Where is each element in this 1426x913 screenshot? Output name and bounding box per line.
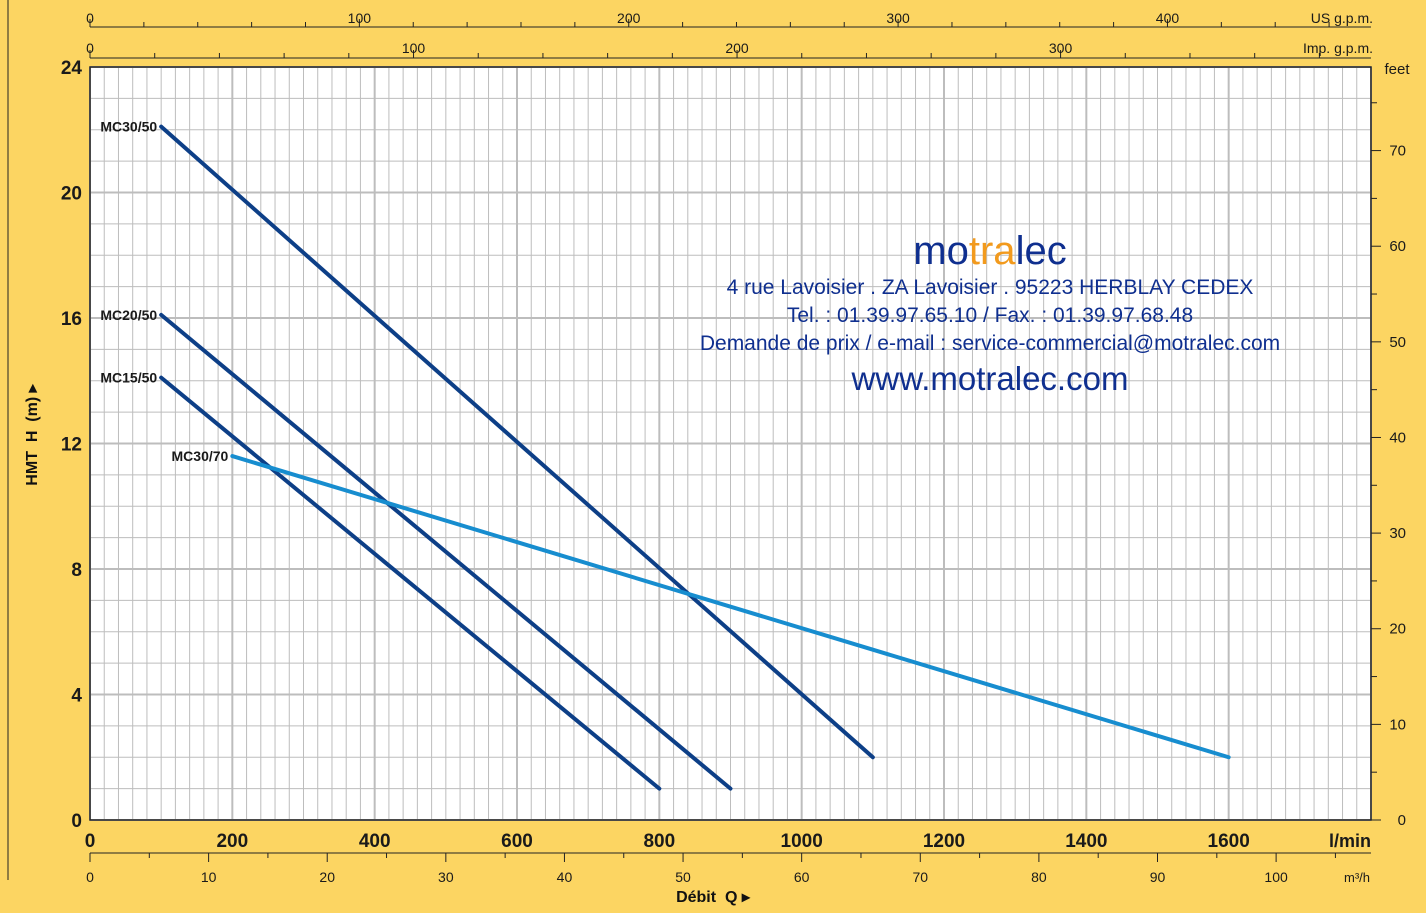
y-axis-title: HMT H (m) ▸ <box>24 384 41 486</box>
x-tick-label: 600 <box>501 831 533 852</box>
y-tick-label: 4 <box>71 686 82 707</box>
m3h-tick-label: 40 <box>557 869 573 885</box>
y-tick-label: 0 <box>71 811 82 832</box>
x-tick-label: 1400 <box>1065 831 1107 852</box>
us-gpm-tick-label: 0 <box>86 10 94 26</box>
x-tick-label: 800 <box>643 831 675 852</box>
m3h-tick-label: 60 <box>794 869 810 885</box>
m3h-tick-label: 50 <box>675 869 691 885</box>
m3h-tick-label: 80 <box>1031 869 1047 885</box>
feet-tick-label: 60 <box>1389 238 1406 255</box>
us-gpm-tick-label: 400 <box>1156 10 1180 26</box>
brand-email: Demande de prix / e-mail : service-comme… <box>699 332 1281 355</box>
m3h-tick-label: 100 <box>1264 869 1288 885</box>
m3h-tick-label: 30 <box>438 869 454 885</box>
m3h-tick-label: 10 <box>201 869 217 885</box>
imp-gpm-tick-label: 200 <box>725 40 749 56</box>
imp-gpm-tick-label: 100 <box>402 40 426 56</box>
feet-tick-label: 20 <box>1389 621 1406 638</box>
feet-tick-label: 70 <box>1389 143 1406 160</box>
x-tick-label: 1600 <box>1208 831 1250 852</box>
imp-gpm-unit-label: Imp. g.p.m. <box>1303 40 1373 56</box>
feet-unit-label: feet <box>1384 61 1410 78</box>
us-gpm-tick-label: 200 <box>617 10 641 26</box>
x-tick-label: 1200 <box>923 831 965 852</box>
imp-gpm-tick-label: 300 <box>1049 40 1073 56</box>
x-tick-label: 400 <box>359 831 391 852</box>
series-line <box>159 375 662 791</box>
feet-tick-label: 0 <box>1398 812 1406 829</box>
feet-tick-label: 50 <box>1389 334 1406 351</box>
series-label: MC20/50 <box>100 307 157 323</box>
series-line <box>159 124 875 760</box>
series-label: MC30/70 <box>172 448 229 464</box>
brand-address: 4 rue Lavoisier . ZA Lavoisier . 95223 H… <box>726 276 1254 299</box>
y-tick-label: 20 <box>61 184 82 205</box>
series-label: MC30/50 <box>100 119 157 135</box>
us-gpm-tick-label: 300 <box>886 10 910 26</box>
x-axis-title: Débit Q ▸ <box>676 889 750 906</box>
m3h-tick-label: 70 <box>912 869 928 885</box>
series-label: MC15/50 <box>100 370 157 386</box>
x-unit-label: l/min <box>1329 831 1371 851</box>
m3h-tick-label: 0 <box>86 869 94 885</box>
m3h-tick-label: 20 <box>319 869 335 885</box>
m3h-tick-label: 90 <box>1150 869 1166 885</box>
brand-phone: Tel. : 01.39.97.65.10 / Fax. : 01.39.97.… <box>786 304 1194 327</box>
plot-border <box>89 66 1372 821</box>
feet-tick-label: 10 <box>1389 716 1406 733</box>
y-tick-label: 8 <box>71 560 82 581</box>
x-tick-label: 1000 <box>781 831 823 852</box>
feet-tick-label: 30 <box>1389 525 1406 542</box>
series-line <box>159 312 733 791</box>
brand-logo: motralec <box>913 229 1067 273</box>
imp-gpm-tick-label: 0 <box>86 40 94 56</box>
feet-tick-label: 40 <box>1389 429 1406 446</box>
y-tick-label: 16 <box>61 309 82 330</box>
x-tick-label: 200 <box>216 831 248 852</box>
brand-url[interactable]: www.motralec.com <box>851 360 1129 397</box>
us-gpm-unit-label: US g.p.m. <box>1311 10 1373 26</box>
m3h-unit-label: m³/h <box>1344 870 1370 885</box>
x-tick-label: 0 <box>85 831 96 852</box>
series-line <box>230 454 1231 760</box>
y-tick-label: 24 <box>61 58 83 79</box>
brand-block: motralec 4 rue Lavoisier . ZA Lavoisier … <box>620 228 1360 400</box>
y-tick-label: 12 <box>61 435 82 456</box>
us-gpm-tick-label: 100 <box>348 10 372 26</box>
